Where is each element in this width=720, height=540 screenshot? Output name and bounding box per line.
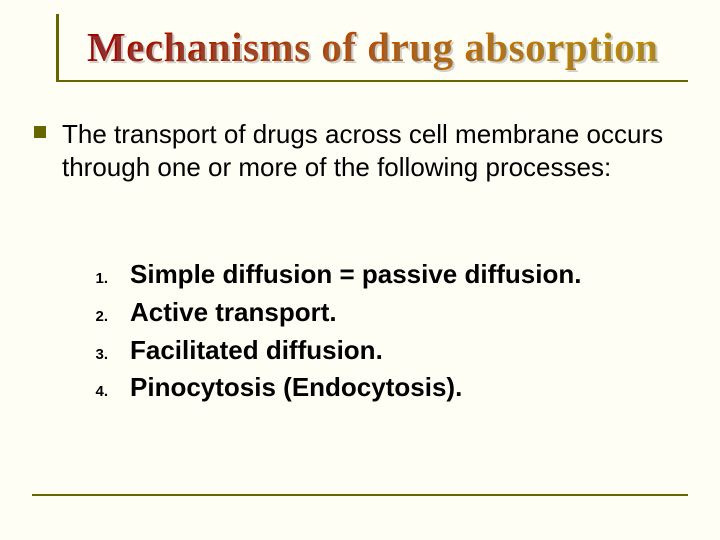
- list-text: Simple diffusion = passive diffusion.: [130, 258, 581, 292]
- list-number: 3.: [88, 346, 108, 363]
- list-item: 2. Active transport.: [88, 296, 680, 330]
- list-item: 4. Pinocytosis (Endocytosis).: [88, 371, 680, 405]
- list-number: 2.: [88, 308, 108, 325]
- square-bullet-icon: [34, 126, 46, 138]
- list-item: 1. Simple diffusion = passive diffusion.: [88, 258, 680, 292]
- list-number: 1.: [88, 270, 108, 287]
- list-number: 4.: [88, 383, 108, 400]
- list-text: Active transport.: [130, 296, 337, 330]
- title-container: Mechanisms of drug absorption: [56, 14, 680, 80]
- bottom-divider: [32, 494, 688, 496]
- list-text: Facilitated diffusion.: [130, 334, 383, 368]
- title-underline: [56, 80, 688, 82]
- intro-text: The transport of drugs across cell membr…: [62, 118, 690, 185]
- slide-title: Mechanisms of drug absorption: [87, 23, 658, 71]
- process-list: 1. Simple diffusion = passive diffusion.…: [88, 258, 680, 409]
- intro-block: The transport of drugs across cell membr…: [34, 118, 690, 185]
- list-text: Pinocytosis (Endocytosis).: [130, 371, 462, 405]
- list-item: 3. Facilitated diffusion.: [88, 334, 680, 368]
